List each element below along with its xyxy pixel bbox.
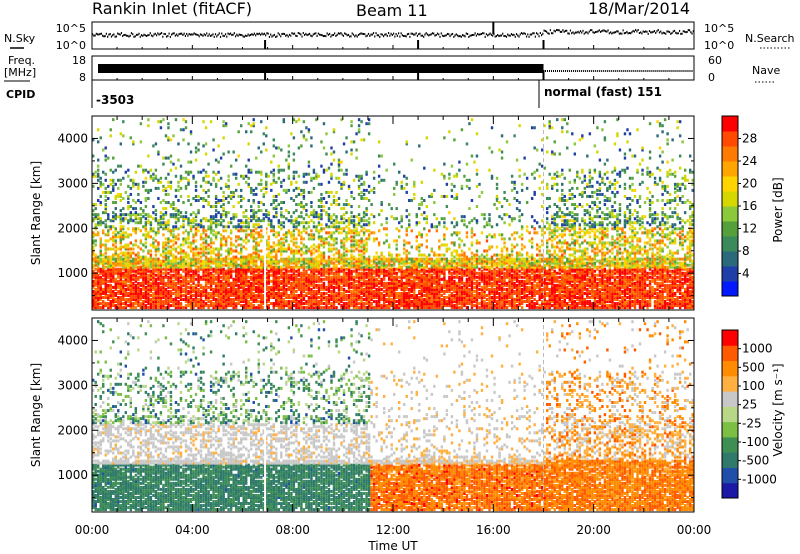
y-tick-label: 4000: [57, 333, 88, 347]
power-colorbar: 28 24 20 16 12 8 4: [721, 115, 757, 297]
cpid-row: CPID -3503 normal (fast) 151: [6, 80, 662, 108]
colorbar-swatch: [722, 330, 738, 346]
colorbar-tick-label: 4: [742, 267, 750, 281]
nsky-bottom-tick: 10^0: [56, 39, 86, 52]
colorbar-tick-label: 20: [742, 177, 757, 191]
colorbar-tick-label: 12: [742, 222, 757, 236]
colorbar-swatch: [722, 176, 738, 192]
nsearch-top-tick: 10^5: [704, 22, 734, 35]
time-x-axis: 00:00 04:00 08:00 12:00 16:00 20:00 00:00: [75, 45, 712, 537]
beam-label: Beam 11: [356, 1, 428, 20]
nsky-label: N.Sky: [4, 32, 36, 45]
power-ylabel: Slant Range [km]: [29, 161, 43, 265]
colorbar-tick-label: 100: [742, 379, 765, 393]
colorbar-tick-label: -100: [742, 435, 769, 449]
nsky-trace: [92, 22, 694, 49]
y-tick-label: 4000: [57, 131, 88, 145]
freq-panel: Freq. [MHz] 18 8 60 0 Nave: [4, 54, 780, 84]
x-tick-label: 00:00: [677, 523, 712, 537]
colorbar-swatch: [722, 191, 738, 207]
x-tick-label: 12:00: [376, 523, 411, 537]
colorbar-swatch: [722, 421, 738, 438]
freq-bottom-tick: 8: [79, 71, 86, 84]
velocity-cbar-label: Velocity [m s⁻¹]: [771, 363, 785, 456]
colorbar-swatch: [722, 360, 738, 377]
nsearch-bottom-tick: 10^0: [704, 39, 734, 52]
colorbar-tick-label: 500: [742, 360, 765, 374]
power-heatmap: [92, 116, 694, 310]
colorbar-tick-label: -1000: [742, 472, 777, 486]
x-tick-label: 04:00: [175, 523, 210, 537]
station-title: Rankin Inlet (fitACF): [92, 0, 252, 18]
y-tick-label: 1000: [57, 468, 88, 482]
colorbar-swatch: [722, 375, 738, 392]
colorbar-tick-label: 1000: [742, 342, 773, 356]
power-panel: 1000 2000 3000 4000 Slant Range [km] 28 24 20…: [29, 115, 785, 311]
colorbar-swatch: [722, 116, 738, 132]
colorbar-swatch: [722, 221, 738, 237]
freq-label-line1: Freq.: [8, 54, 35, 67]
velocity-y-axis: 1000 2000 3000 4000: [57, 317, 694, 499]
y-tick-label: 2000: [57, 423, 88, 437]
colorbar-swatch: [722, 436, 738, 453]
colorbar-swatch: [722, 251, 738, 267]
nsky-panel: N.Sky 10^5 10^0 10^5 10^0 N.Search: [4, 21, 795, 52]
power-cbar-label: Power [dB]: [771, 177, 785, 242]
y-tick-label: 1000: [57, 266, 88, 280]
colorbar-swatch: [722, 391, 738, 407]
colorbar-swatch: [722, 131, 738, 147]
nave-bottom-tick: 0: [708, 71, 715, 84]
y-tick-label: 3000: [57, 176, 88, 190]
cpid-value-1: -3503: [96, 93, 134, 107]
colorbar-tick-label: 8: [742, 244, 750, 258]
cpid-label: CPID: [6, 88, 35, 101]
cpid-value-2: normal (fast) 151: [544, 85, 662, 99]
colorbar-swatch: [722, 467, 738, 484]
colorbar-swatch: [722, 482, 738, 499]
x-tick-label: 00:00: [75, 523, 110, 537]
freq-top-tick: 18: [72, 54, 86, 67]
nsearch-label: N.Search: [745, 32, 795, 45]
colorbar-swatch: [722, 406, 738, 423]
x-tick-label: 16:00: [476, 523, 511, 537]
x-tick-label: 08:00: [275, 523, 310, 537]
colorbar-swatch: [722, 266, 738, 282]
y-tick-label: 3000: [57, 378, 88, 392]
time-xlabel: Time UT: [367, 539, 418, 553]
velocity-heatmap: [92, 318, 694, 512]
colorbar-tick-label: 24: [742, 154, 757, 168]
nave-label: Nave: [752, 64, 780, 77]
power-y-axis: 1000 2000 3000 4000: [57, 115, 694, 297]
colorbar-swatch: [722, 452, 738, 468]
date-label: 18/Mar/2014: [588, 0, 690, 18]
freq-label-line2: [MHz]: [4, 66, 36, 79]
colorbar-swatch: [722, 236, 738, 252]
colorbar-swatch: [722, 206, 738, 222]
colorbar-swatch: [722, 281, 738, 297]
nsky-top-tick: 10^5: [56, 22, 86, 35]
colorbar-tick-label: 28: [742, 132, 757, 146]
colorbar-swatch: [722, 146, 738, 162]
velocity-ylabel: Slant Range [km]: [29, 363, 43, 467]
colorbar-tick-label: -25: [742, 416, 762, 430]
colorbar-swatch: [722, 161, 738, 177]
colorbar-swatch: [722, 345, 738, 362]
colorbar-tick-label: 16: [742, 199, 757, 213]
colorbar-tick-label: 25: [742, 398, 757, 412]
colorbar-tick-label: -500: [742, 454, 769, 468]
nave-top-tick: 60: [708, 54, 722, 67]
velocity-colorbar: 1000 500 100 25 -25 -100 -500 -1000: [721, 329, 777, 499]
x-tick-label: 20:00: [576, 523, 611, 537]
y-tick-label: 2000: [57, 221, 88, 235]
